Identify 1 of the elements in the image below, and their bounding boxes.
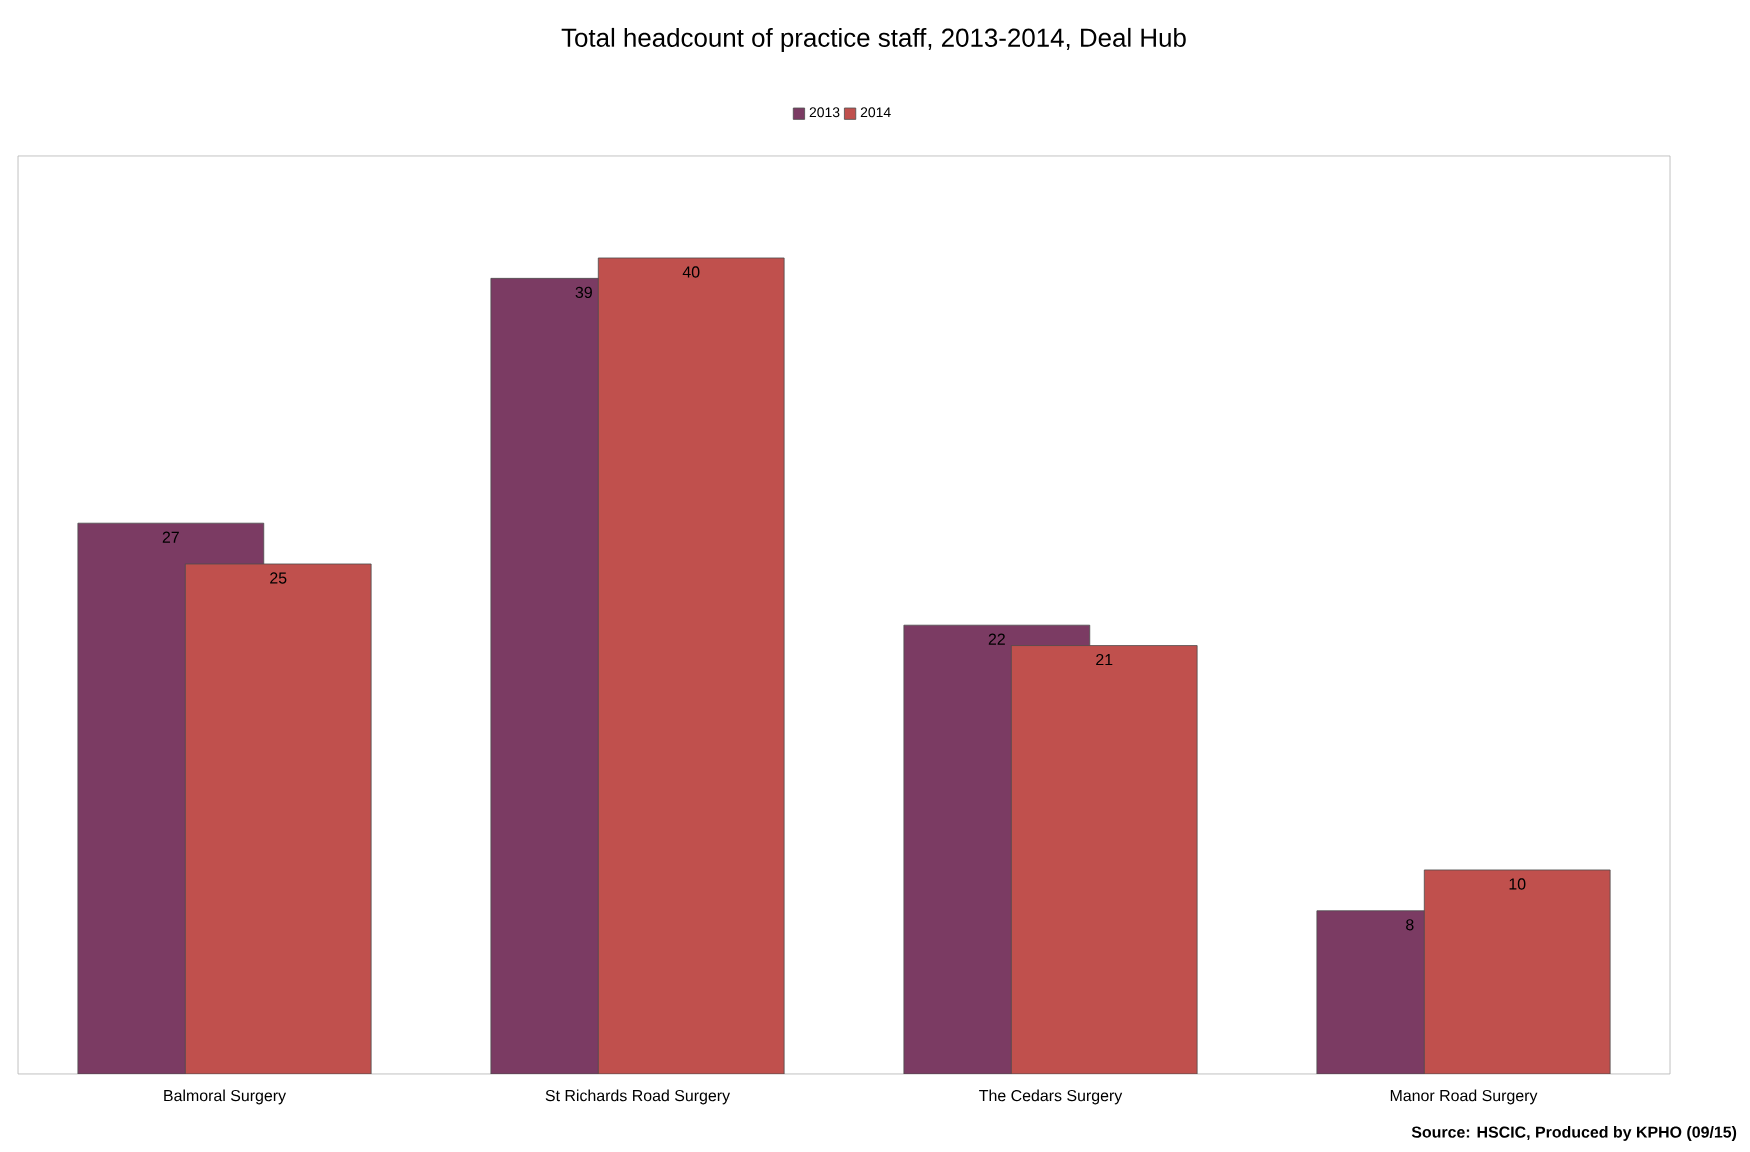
chart-title: Total headcount of practice staff, 2013-2014, Deal Hub (561, 27, 1186, 53)
